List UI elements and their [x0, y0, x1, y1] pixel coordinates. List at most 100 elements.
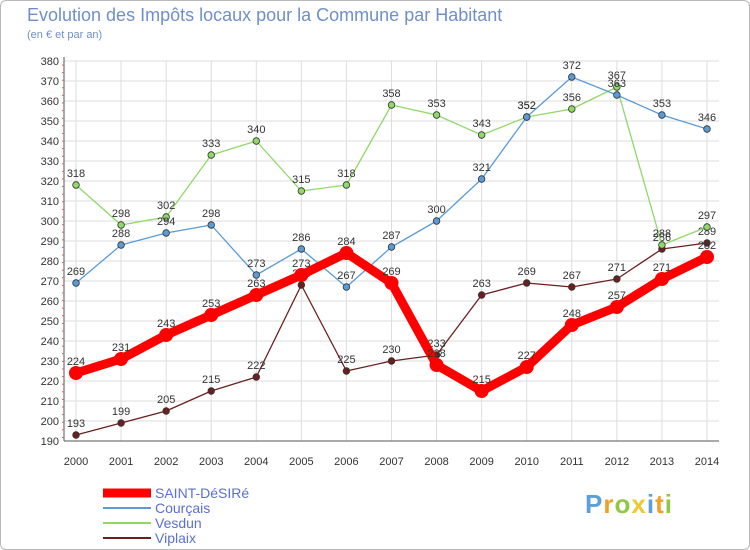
data-label: 267	[563, 270, 581, 282]
data-point	[568, 105, 576, 113]
data-point	[384, 276, 399, 290]
data-label: 321	[472, 162, 490, 174]
data-point	[72, 431, 80, 439]
data-label: 343	[472, 118, 490, 130]
x-tick-label: 2007	[379, 456, 403, 468]
data-point	[477, 291, 486, 299]
data-point	[252, 373, 260, 381]
data-label: 286	[653, 232, 671, 244]
data-label: 352	[518, 100, 536, 112]
legend-label-viplaix: Viplaix	[155, 530, 196, 546]
data-label: 372	[563, 60, 581, 72]
y-tick-label: 350	[41, 116, 59, 128]
logo-letter: o	[614, 489, 632, 519]
data-point	[114, 352, 129, 366]
data-label: 294	[157, 216, 175, 228]
y-tick-label: 230	[41, 356, 59, 368]
data-point	[162, 407, 170, 415]
y-tick-label: 380	[41, 56, 59, 68]
data-label: 215	[472, 374, 490, 386]
x-tick-label: 2009	[469, 456, 493, 468]
data-point	[117, 221, 125, 229]
legend-label-saint-d-sir-: SAINT-DéSIRé	[155, 485, 249, 501]
data-point	[703, 239, 711, 247]
data-label: 288	[112, 228, 130, 240]
data-label: 356	[563, 92, 581, 104]
logo-letter: i	[646, 489, 656, 519]
data-point	[703, 125, 711, 133]
data-point	[568, 73, 576, 81]
logo-letter: P	[585, 489, 604, 519]
data-label: 269	[67, 266, 85, 278]
data-label: 253	[202, 298, 220, 310]
legend-label-vesdun: Vesdun	[155, 515, 202, 531]
data-label: 298	[112, 208, 130, 220]
data-point	[69, 366, 83, 380]
y-tick-label: 320	[41, 176, 59, 188]
data-point	[207, 151, 215, 159]
data-label: 199	[112, 406, 130, 418]
x-tick-label: 2011	[560, 456, 584, 468]
data-label: 222	[247, 360, 265, 372]
data-point	[477, 131, 486, 139]
chart-subtitle: (en € et par an)	[27, 29, 103, 41]
data-label: 284	[337, 236, 355, 248]
x-tick-label: 2004	[244, 456, 268, 468]
data-point	[204, 308, 219, 322]
data-point	[703, 223, 711, 231]
data-label: 263	[247, 278, 265, 290]
data-point	[294, 268, 309, 282]
data-point	[297, 245, 306, 253]
y-tick-label: 190	[41, 436, 59, 448]
y-tick-label: 310	[41, 196, 59, 208]
x-tick-label: 2005	[289, 456, 313, 468]
data-label: 318	[67, 168, 85, 180]
data-label: 353	[653, 98, 671, 110]
data-label: 269	[382, 266, 400, 278]
data-label: 353	[427, 98, 445, 110]
data-label: 205	[157, 394, 175, 406]
y-tick-label: 360	[41, 96, 59, 108]
x-tick-label: 2001	[109, 456, 133, 468]
data-point	[159, 328, 174, 342]
data-point	[342, 367, 351, 375]
data-label: 273	[247, 258, 265, 270]
data-point	[117, 419, 125, 427]
y-tick-label: 260	[41, 296, 59, 308]
series-cour-ais: 2692882942982732862672873003213523723633…	[67, 60, 716, 291]
data-point	[387, 101, 396, 109]
data-label: 286	[292, 232, 310, 244]
y-tick-label: 280	[41, 256, 59, 268]
x-tick-label: 2013	[650, 456, 674, 468]
data-label: 248	[563, 308, 581, 320]
data-label: 215	[202, 374, 220, 386]
data-label: 302	[157, 200, 175, 212]
data-point	[387, 357, 396, 365]
x-tick-label: 2014	[695, 456, 719, 468]
y-tick-label: 330	[41, 156, 59, 168]
data-label: 263	[472, 278, 490, 290]
data-label: 267	[337, 270, 355, 282]
data-point	[432, 217, 441, 225]
data-label: 273	[292, 258, 310, 270]
data-label: 315	[292, 174, 310, 186]
y-tick-label: 250	[41, 316, 59, 328]
data-point	[654, 272, 669, 286]
data-point	[700, 250, 714, 264]
x-tick-label: 2012	[605, 456, 629, 468]
data-label: 333	[202, 138, 220, 150]
data-point	[162, 213, 170, 221]
data-point	[519, 360, 534, 374]
logo-letter: r	[603, 489, 615, 519]
y-tick-label: 220	[41, 376, 59, 388]
data-label: 358	[382, 88, 400, 100]
data-label: 297	[698, 210, 716, 222]
data-point	[339, 246, 354, 260]
y-tick-label: 270	[41, 276, 59, 288]
data-label: 340	[247, 124, 265, 136]
data-label: 225	[337, 354, 355, 366]
data-point	[297, 281, 306, 289]
logo-letter: i	[664, 489, 673, 519]
